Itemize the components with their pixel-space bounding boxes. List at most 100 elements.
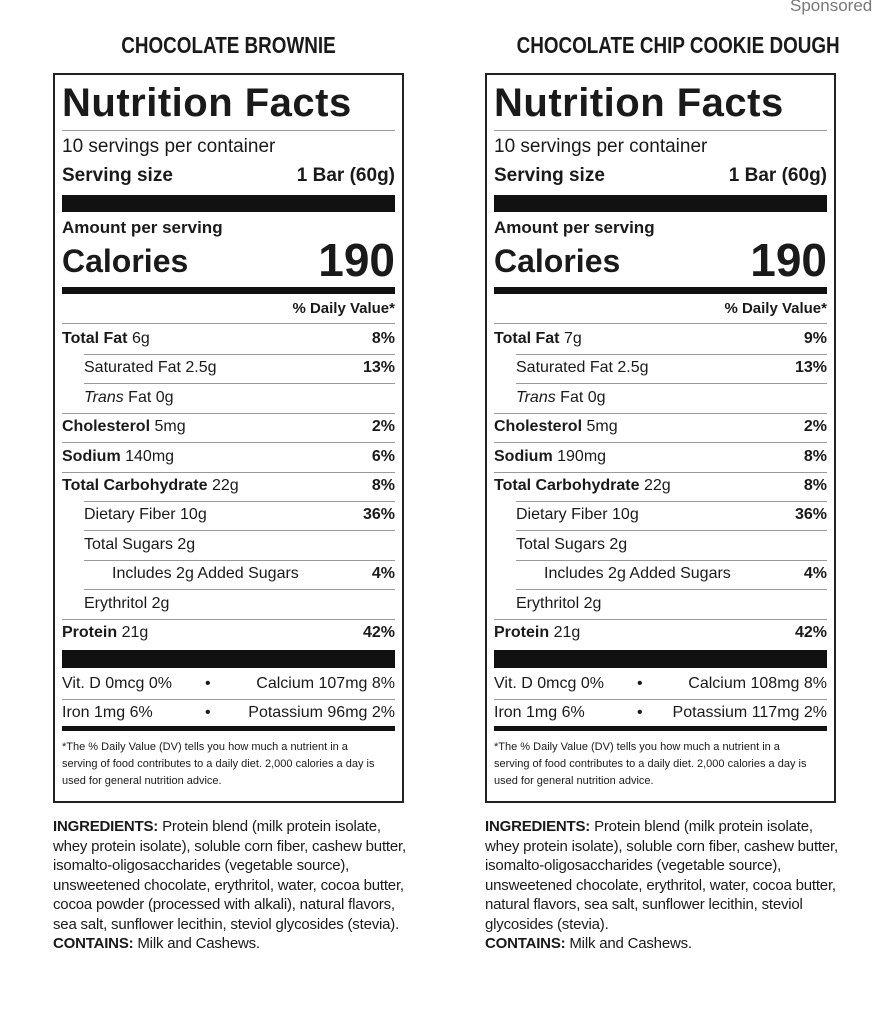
nutrient-name: Includes 2g Added Sugars bbox=[544, 565, 731, 583]
nutrient-row: Cholesterol 5mg bbox=[494, 418, 618, 436]
nutrient-name: Cholesterol bbox=[494, 418, 583, 436]
nutrient-name: Total Carbohydrate bbox=[494, 477, 640, 494]
label-box bbox=[53, 73, 404, 803]
rule bbox=[516, 559, 827, 561]
nutrient-row: Total Fat 6g bbox=[62, 330, 150, 348]
nutrient-amount: 6g bbox=[131, 330, 150, 347]
nutrient-amount: 21g bbox=[553, 624, 581, 641]
nutrient-dv: 8% bbox=[803, 477, 827, 494]
nutrient-row: Cholesterol 5mg bbox=[62, 418, 186, 436]
nutrient-amount: 5mg bbox=[154, 418, 186, 436]
dv-header: % Daily Value* bbox=[292, 300, 395, 317]
nutrient-amount: 2.5g bbox=[617, 359, 649, 377]
nutrient-row: Total Sugars 2g bbox=[84, 536, 195, 554]
thick-bar bbox=[62, 726, 395, 731]
nutrient-row: Erythritol 2g bbox=[516, 595, 601, 613]
rule bbox=[516, 354, 827, 355]
thick-bar bbox=[62, 650, 395, 668]
nutrient-dv: 36% bbox=[794, 506, 827, 524]
serving-size: 1 Bar (60g) bbox=[728, 165, 827, 186]
rule bbox=[62, 323, 395, 324]
nutrient-row: Sodium 140mg bbox=[62, 448, 174, 466]
rule bbox=[494, 618, 827, 620]
nutrient-row: Dietary Fiber 10g bbox=[516, 506, 639, 524]
nutrient-name: Cholesterol bbox=[62, 418, 151, 436]
rule bbox=[62, 130, 395, 131]
nutrient-dv: 13% bbox=[362, 359, 395, 377]
rule bbox=[84, 559, 395, 561]
rule bbox=[494, 412, 827, 414]
nutrient-dv: 2% bbox=[371, 418, 395, 436]
serving-size-label: Serving size bbox=[494, 165, 605, 186]
nutrient-row: Trans Fat 0g bbox=[84, 389, 174, 407]
rule bbox=[84, 530, 395, 532]
nutrition-heading: Nutrition Facts bbox=[494, 81, 784, 125]
nutrient-row: Includes 2g Added Sugars bbox=[544, 565, 731, 583]
nutrient-row: Total Sugars 2g bbox=[516, 536, 627, 554]
nutrient-name: Total Carbohydrate bbox=[62, 477, 208, 494]
rule bbox=[62, 471, 395, 473]
nutrient-amount: 0g bbox=[587, 388, 606, 406]
nutrient-dv: 42% bbox=[794, 624, 827, 641]
ingredients-text: Protein blend (milk protein isolate, whe… bbox=[485, 818, 838, 933]
nutrient-name: Dietary Fiber bbox=[516, 506, 608, 524]
nutrient-amount: 10g bbox=[180, 506, 207, 524]
nutrient-name: Erythritol bbox=[516, 594, 580, 612]
calories-value: 190 bbox=[750, 234, 827, 286]
calories-label: Calories bbox=[494, 243, 621, 279]
product-title: CHOCOLATE CHIP COOKIE DOUGH bbox=[516, 32, 840, 58]
rule bbox=[516, 501, 827, 502]
calories-value: 190 bbox=[318, 234, 395, 286]
nutrient-name: Erythritol bbox=[84, 594, 148, 612]
dv-header: % Daily Value* bbox=[724, 300, 827, 317]
nutrient-row: Saturated Fat 2.5g bbox=[84, 359, 217, 377]
product-title: CHOCOLATE BROWNIE bbox=[121, 32, 336, 58]
nutrient-dv: 42% bbox=[362, 624, 395, 641]
thick-bar bbox=[62, 287, 395, 294]
nutrient-name: Total Fat bbox=[62, 330, 128, 347]
rule bbox=[516, 383, 827, 385]
label-box bbox=[485, 73, 836, 803]
nutrient-dv: 2% bbox=[803, 418, 827, 436]
nutrient-row: Saturated Fat 2.5g bbox=[516, 359, 649, 377]
mineral: Vit. D 0mcg 0% bbox=[494, 675, 604, 692]
nutrient-dv: 8% bbox=[371, 477, 395, 494]
rule bbox=[84, 383, 395, 385]
nutrient-amount: 0g bbox=[155, 388, 174, 406]
bullet: • bbox=[205, 675, 211, 692]
ingredients-text: Protein blend (milk protein isolate, whe… bbox=[53, 818, 406, 933]
nutrient-name: Protein bbox=[494, 624, 550, 641]
thick-bar bbox=[494, 287, 827, 294]
rule bbox=[84, 354, 395, 355]
rule bbox=[494, 699, 827, 700]
nutrient-amount: 22g bbox=[643, 477, 671, 494]
nutrient-row: Erythritol 2g bbox=[84, 595, 169, 613]
nutrient-dv: 4% bbox=[803, 565, 827, 583]
mineral: Iron 1mg 6% bbox=[494, 704, 585, 721]
ingredients: INGREDIENTS: Protein blend (milk protein… bbox=[53, 817, 418, 954]
nutrient-name: Protein bbox=[62, 624, 118, 641]
amount-per-serving: Amount per serving bbox=[494, 218, 655, 237]
serving-size: 1 Bar (60g) bbox=[296, 165, 395, 186]
rule bbox=[62, 618, 395, 620]
rule bbox=[516, 589, 827, 591]
rule bbox=[84, 589, 395, 591]
nutrient-name: Total Fat bbox=[494, 330, 560, 347]
nutrient-name: Saturated Fat bbox=[84, 359, 181, 377]
nutrient-row: Total Carbohydrate 22g bbox=[62, 477, 239, 495]
bullet: • bbox=[637, 704, 643, 721]
nutrient-row: Total Fat 7g bbox=[494, 330, 582, 348]
nutrient-dv: 9% bbox=[803, 330, 827, 347]
servings: 10 servings per container bbox=[62, 136, 276, 157]
contains-label: CONTAINS: bbox=[53, 935, 134, 952]
ingredients-label: INGREDIENTS: bbox=[53, 818, 159, 835]
nutrient-row: Dietary Fiber 10g bbox=[84, 506, 207, 524]
calories-label: Calories bbox=[62, 243, 189, 279]
nutrient-amount: 2g bbox=[151, 594, 170, 612]
nutrient-amount: 22g bbox=[211, 477, 239, 494]
contains-text: Milk and Cashews. bbox=[569, 935, 692, 952]
nutrient-name: Saturated Fat bbox=[516, 359, 613, 377]
nutrient-name-italic: Trans bbox=[84, 388, 124, 406]
rule bbox=[494, 471, 827, 473]
